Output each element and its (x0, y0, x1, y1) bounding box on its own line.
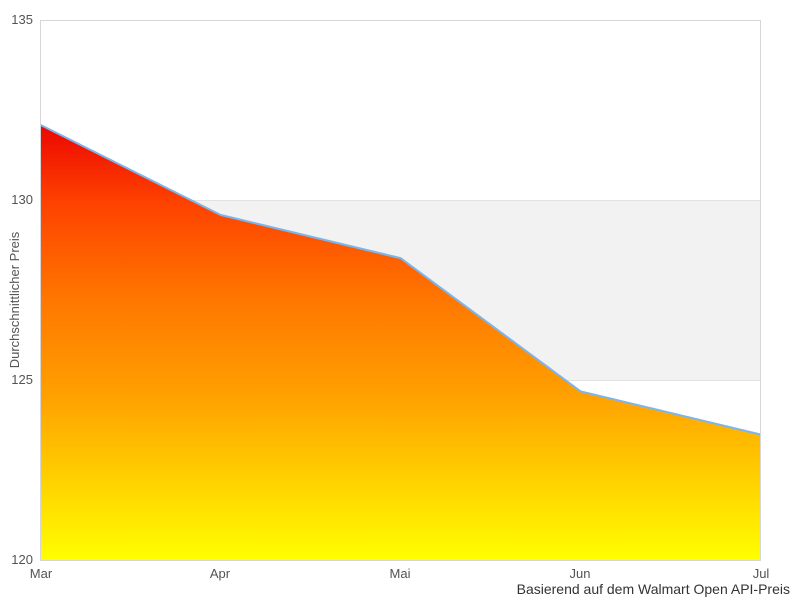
plot-border (40, 20, 761, 561)
y-tick-135: 135 (11, 12, 33, 27)
chart-caption: Basierend auf dem Walmart Open API-Preis (516, 581, 790, 597)
area-series (40, 124, 761, 561)
y-tick-130: 130 (11, 192, 33, 207)
x-tick-jul: Jul (752, 566, 770, 581)
y-tick-125: 125 (11, 372, 33, 387)
x-tick-jun: Jun (569, 566, 591, 581)
x-tick-mar: Mar (29, 566, 53, 581)
x-tick-mai: Mai (389, 566, 411, 581)
y-tick-120: 120 (11, 552, 33, 567)
price-line (40, 124, 761, 436)
x-tick-apr: Apr (209, 566, 231, 581)
y-axis-title: Durchschnittlicher Preis (7, 231, 22, 369)
